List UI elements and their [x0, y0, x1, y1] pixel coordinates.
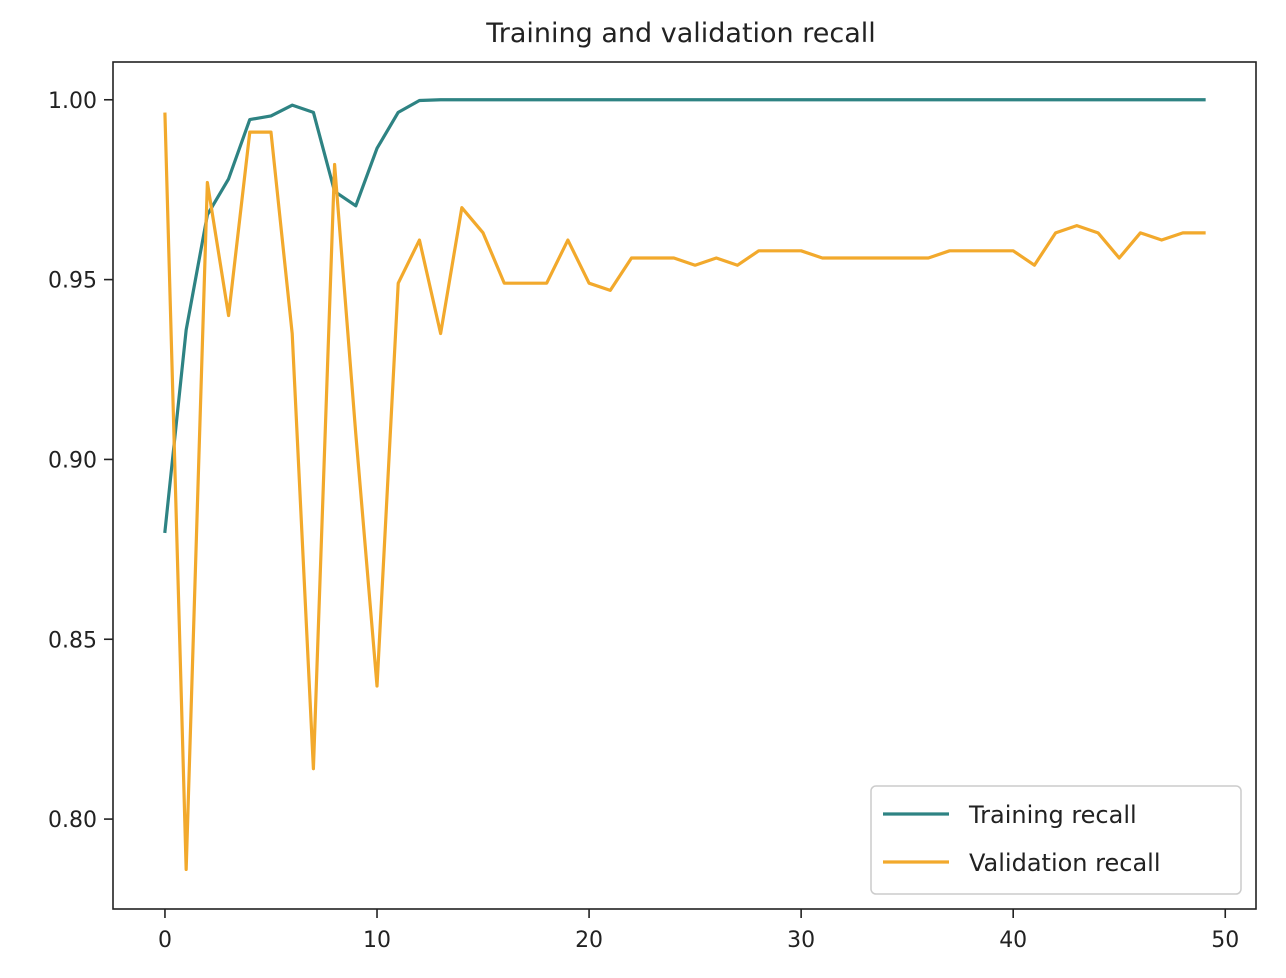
y-tick-label: 0.85	[48, 628, 97, 653]
series-line-validation-recall	[163, 112, 1206, 872]
x-tick-label: 40	[999, 928, 1027, 953]
x-tick-label: 10	[363, 928, 391, 953]
plot-area	[112, 61, 1257, 910]
legend: Training recall Validation recall	[870, 785, 1242, 895]
y-axis: 0.80 0.85 0.90 0.95 1.00	[48, 89, 113, 833]
y-tick-label: 0.80	[48, 808, 97, 833]
x-tick-label: 30	[787, 928, 815, 953]
chart-title: Training and validation recall	[485, 18, 876, 49]
y-tick-label: 1.00	[48, 89, 97, 114]
series-layer	[163, 98, 1206, 872]
y-tick-label: 0.90	[48, 448, 97, 473]
legend-box	[870, 785, 1242, 895]
x-tick-label: 0	[158, 928, 172, 953]
x-tick-label: 50	[1211, 928, 1239, 953]
legend-label: Validation recall	[969, 849, 1160, 877]
legend-label: Training recall	[968, 801, 1137, 829]
x-tick-label: 20	[575, 928, 603, 953]
y-tick-label: 0.95	[48, 269, 97, 294]
x-axis: 0 10 20 30 40 50	[158, 909, 1239, 953]
